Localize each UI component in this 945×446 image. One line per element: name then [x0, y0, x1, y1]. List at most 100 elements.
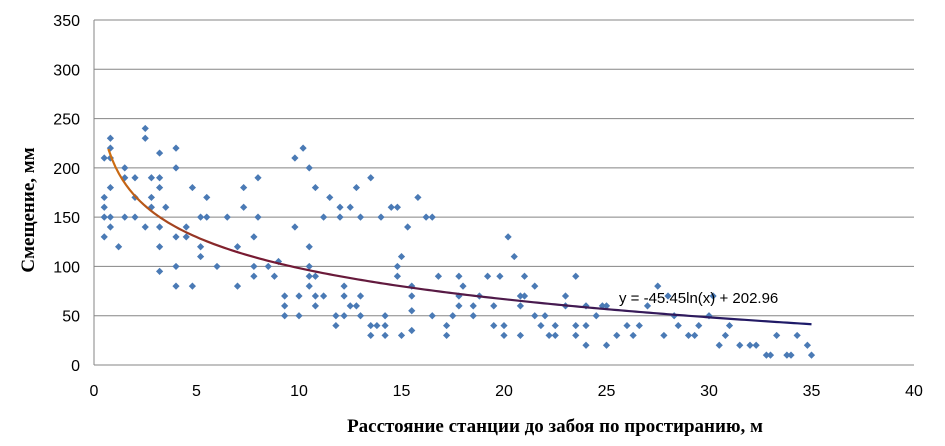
- data-point: [408, 307, 416, 315]
- trendline: [107, 148, 812, 326]
- x-tick-label: 15: [393, 383, 411, 400]
- data-point: [106, 223, 114, 231]
- data-point: [516, 302, 524, 310]
- data-point: [654, 282, 662, 290]
- data-point: [106, 213, 114, 221]
- data-point: [156, 267, 164, 275]
- data-point: [336, 203, 344, 211]
- data-point: [500, 321, 508, 330]
- data-point: [572, 321, 580, 330]
- data-point: [469, 302, 477, 310]
- data-point: [551, 331, 559, 340]
- trendline-equation: y = -45.45ln(x) + 202.96: [619, 290, 778, 307]
- data-point: [484, 272, 492, 280]
- data-point: [311, 183, 319, 192]
- data-point: [106, 134, 114, 142]
- data-point: [381, 331, 389, 340]
- y-axis-title: Смещение, мм: [18, 147, 39, 272]
- data-point: [264, 262, 272, 271]
- data-point: [434, 272, 442, 280]
- data-point: [572, 272, 580, 280]
- data-point: [623, 321, 631, 330]
- y-tick-label: 250: [53, 112, 80, 129]
- data-point: [250, 262, 258, 271]
- data-point: [377, 213, 385, 221]
- data-point: [428, 213, 436, 221]
- data-point: [504, 233, 512, 241]
- data-point: [443, 321, 451, 330]
- data-point: [561, 292, 570, 300]
- trendline-path: [107, 148, 812, 326]
- data-point: [459, 282, 467, 290]
- data-point: [531, 282, 539, 290]
- data-point: [500, 331, 508, 340]
- data-point: [233, 282, 242, 290]
- data-point: [592, 312, 600, 320]
- data-point: [106, 183, 114, 192]
- data-point: [346, 203, 354, 211]
- data-point: [326, 193, 334, 202]
- data-point: [373, 321, 381, 330]
- data-point: [320, 292, 328, 300]
- data-point: [367, 331, 375, 340]
- data-point: [602, 341, 611, 349]
- data-point: [715, 341, 723, 349]
- data-point: [613, 331, 621, 340]
- x-tick-label: 35: [803, 383, 821, 400]
- data-point: [156, 183, 164, 192]
- data-point: [172, 144, 180, 152]
- data-point: [141, 223, 149, 231]
- data-point: [131, 213, 139, 221]
- data-point: [393, 203, 401, 211]
- data-point: [336, 213, 344, 221]
- data-point: [291, 223, 299, 231]
- data-point: [602, 302, 611, 310]
- data-point: [537, 321, 545, 330]
- data-point: [582, 341, 590, 349]
- data-point: [156, 243, 164, 251]
- data-point: [172, 282, 180, 290]
- data-point: [346, 302, 354, 310]
- x-axis-title: Расстояние станции до забоя по простиран…: [347, 416, 763, 437]
- data-point: [172, 164, 180, 172]
- data-point: [752, 341, 760, 349]
- data-point: [305, 164, 313, 172]
- data-point: [551, 321, 559, 330]
- y-tick-label: 0: [71, 358, 80, 375]
- data-point: [147, 193, 155, 202]
- data-point: [725, 321, 734, 330]
- data-point: [367, 321, 375, 330]
- data-point: [320, 213, 328, 221]
- x-tick-label: 20: [495, 383, 513, 400]
- data-point: [340, 282, 348, 290]
- data-point: [305, 262, 313, 271]
- x-tick-label: 5: [192, 383, 201, 400]
- data-point: [803, 341, 811, 349]
- data-point: [443, 331, 451, 340]
- data-point: [254, 174, 262, 182]
- data-point: [490, 302, 498, 310]
- data-point: [516, 292, 524, 300]
- data-point: [162, 203, 170, 211]
- data-point: [203, 213, 211, 221]
- data-point: [762, 351, 770, 359]
- data-point: [233, 243, 242, 251]
- data-point: [240, 183, 248, 192]
- data-point: [356, 213, 365, 221]
- data-point: [598, 302, 606, 310]
- data-point: [182, 223, 190, 231]
- data-point: [305, 243, 313, 251]
- data-point: [520, 272, 529, 280]
- data-point: [773, 331, 781, 340]
- data-point: [254, 213, 262, 221]
- data-point: [684, 331, 693, 340]
- data-point: [115, 243, 123, 251]
- data-point: [203, 193, 211, 202]
- data-point: [197, 243, 205, 251]
- data-point: [250, 272, 258, 280]
- data-point: [572, 331, 580, 340]
- data-point: [172, 262, 180, 271]
- data-point: [393, 262, 401, 271]
- data-point: [270, 272, 278, 280]
- data-point: [408, 292, 416, 300]
